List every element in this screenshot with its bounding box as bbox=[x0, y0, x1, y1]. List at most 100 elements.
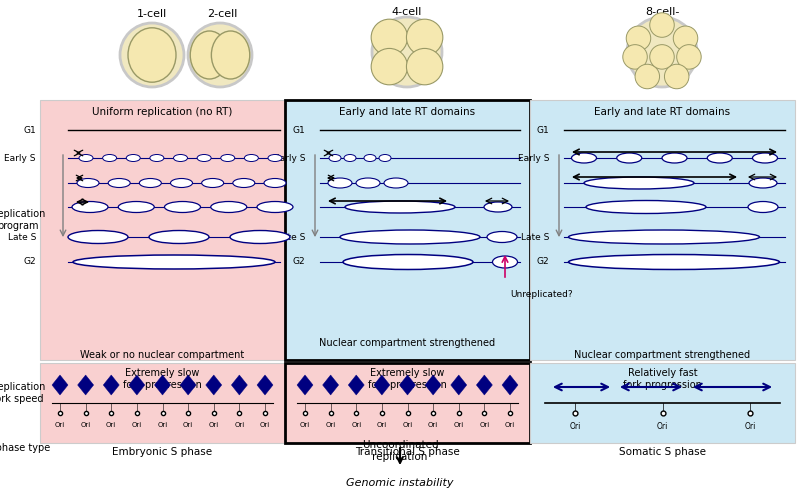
Ellipse shape bbox=[120, 23, 184, 87]
Ellipse shape bbox=[345, 201, 455, 213]
Ellipse shape bbox=[364, 155, 376, 162]
Text: Unreplicated?: Unreplicated? bbox=[510, 290, 573, 299]
Text: Late S: Late S bbox=[8, 233, 36, 242]
Ellipse shape bbox=[202, 179, 224, 188]
Text: Ori: Ori bbox=[351, 422, 362, 428]
Text: Ori: Ori bbox=[454, 422, 464, 428]
Ellipse shape bbox=[617, 153, 642, 163]
Text: Ori: Ori bbox=[377, 422, 387, 428]
Polygon shape bbox=[231, 375, 247, 395]
Text: 1-cell: 1-cell bbox=[137, 9, 167, 19]
Text: G1: G1 bbox=[536, 126, 549, 135]
Ellipse shape bbox=[328, 178, 352, 188]
Polygon shape bbox=[78, 375, 94, 395]
Text: Ori: Ori bbox=[744, 422, 756, 431]
Text: Early S: Early S bbox=[518, 154, 549, 163]
Ellipse shape bbox=[233, 179, 255, 188]
Text: Ori: Ori bbox=[106, 422, 116, 428]
Ellipse shape bbox=[343, 254, 473, 270]
FancyBboxPatch shape bbox=[285, 100, 530, 360]
Text: G2: G2 bbox=[536, 257, 549, 267]
Text: Somatic S phase: Somatic S phase bbox=[619, 447, 706, 457]
Polygon shape bbox=[502, 375, 518, 395]
Ellipse shape bbox=[190, 31, 229, 79]
Ellipse shape bbox=[484, 202, 512, 212]
Text: Ori: Ori bbox=[183, 422, 194, 428]
Ellipse shape bbox=[626, 26, 650, 51]
Ellipse shape bbox=[197, 155, 211, 162]
Ellipse shape bbox=[128, 28, 176, 82]
Text: Nuclear compartment strengthened: Nuclear compartment strengthened bbox=[319, 338, 495, 348]
Ellipse shape bbox=[493, 256, 518, 268]
Ellipse shape bbox=[356, 178, 380, 188]
Text: Extremely slow
fork progression: Extremely slow fork progression bbox=[123, 368, 202, 389]
Polygon shape bbox=[399, 375, 415, 395]
Text: Early S: Early S bbox=[5, 154, 36, 163]
Text: G2: G2 bbox=[292, 257, 305, 267]
Text: Ori: Ori bbox=[234, 422, 245, 428]
Text: G2: G2 bbox=[23, 257, 36, 267]
Ellipse shape bbox=[257, 201, 293, 213]
FancyBboxPatch shape bbox=[40, 363, 285, 443]
Ellipse shape bbox=[487, 231, 517, 243]
Text: Late S: Late S bbox=[521, 233, 549, 242]
Text: Early and late RT domains: Early and late RT domains bbox=[339, 107, 475, 117]
Ellipse shape bbox=[268, 155, 282, 162]
Ellipse shape bbox=[406, 49, 443, 85]
Ellipse shape bbox=[73, 255, 275, 269]
Ellipse shape bbox=[674, 26, 698, 51]
Ellipse shape bbox=[571, 153, 597, 163]
Ellipse shape bbox=[221, 155, 234, 162]
Text: Transitional S phase: Transitional S phase bbox=[355, 447, 460, 457]
Ellipse shape bbox=[586, 200, 706, 214]
Ellipse shape bbox=[211, 31, 250, 79]
Ellipse shape bbox=[622, 45, 647, 69]
Text: Replication
fork speed: Replication fork speed bbox=[0, 382, 45, 404]
Polygon shape bbox=[374, 375, 390, 395]
FancyBboxPatch shape bbox=[530, 100, 795, 360]
Ellipse shape bbox=[68, 230, 128, 244]
Text: 4-cell: 4-cell bbox=[392, 7, 422, 17]
Polygon shape bbox=[257, 375, 273, 395]
Ellipse shape bbox=[230, 230, 290, 244]
Text: Embryonic S phase: Embryonic S phase bbox=[113, 447, 213, 457]
Ellipse shape bbox=[635, 64, 659, 89]
Polygon shape bbox=[154, 375, 170, 395]
Ellipse shape bbox=[149, 230, 209, 244]
Text: Ori: Ori bbox=[402, 422, 413, 428]
Text: G1: G1 bbox=[292, 126, 305, 135]
Ellipse shape bbox=[139, 179, 162, 188]
Polygon shape bbox=[450, 375, 466, 395]
Ellipse shape bbox=[79, 155, 93, 162]
Ellipse shape bbox=[174, 155, 187, 162]
Text: Nuclear compartment strengthened: Nuclear compartment strengthened bbox=[574, 350, 750, 360]
Ellipse shape bbox=[753, 153, 778, 163]
Text: Early S: Early S bbox=[274, 154, 305, 163]
Ellipse shape bbox=[264, 179, 286, 188]
Text: G1: G1 bbox=[23, 126, 36, 135]
Text: Ori: Ori bbox=[132, 422, 142, 428]
Text: Ori: Ori bbox=[570, 422, 581, 431]
Text: Ori: Ori bbox=[81, 422, 90, 428]
Ellipse shape bbox=[329, 155, 341, 162]
Ellipse shape bbox=[569, 254, 779, 270]
Ellipse shape bbox=[665, 64, 689, 89]
Ellipse shape bbox=[707, 153, 732, 163]
Ellipse shape bbox=[118, 201, 154, 213]
Ellipse shape bbox=[108, 179, 130, 188]
Text: 2-cell: 2-cell bbox=[207, 9, 237, 19]
Ellipse shape bbox=[384, 178, 408, 188]
Ellipse shape bbox=[150, 155, 164, 162]
Text: Ori: Ori bbox=[326, 422, 336, 428]
Ellipse shape bbox=[102, 155, 117, 162]
Ellipse shape bbox=[406, 19, 443, 55]
Text: Ori: Ori bbox=[505, 422, 515, 428]
Text: Weak or no nuclear compartment: Weak or no nuclear compartment bbox=[80, 350, 245, 360]
Ellipse shape bbox=[749, 178, 777, 188]
Polygon shape bbox=[129, 375, 145, 395]
Text: Ori: Ori bbox=[55, 422, 65, 428]
Text: Ori: Ori bbox=[209, 422, 219, 428]
Text: Ori: Ori bbox=[657, 422, 668, 431]
FancyBboxPatch shape bbox=[285, 363, 530, 443]
Ellipse shape bbox=[569, 230, 759, 244]
